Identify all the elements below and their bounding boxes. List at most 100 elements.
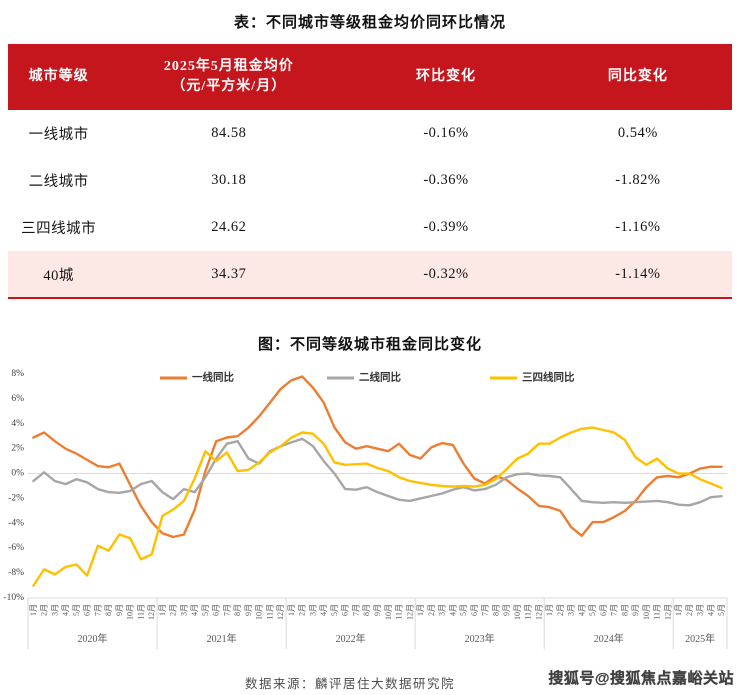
month-label: 7月 xyxy=(93,604,102,616)
month-label: 5月 xyxy=(330,604,339,616)
month-label: 2月 xyxy=(427,604,436,616)
table-row: 40城 34.37 -0.32% -1.14% xyxy=(8,251,732,298)
chart-title: 图：不同等级城市租金同比变化 xyxy=(257,337,482,353)
month-label: 11月 xyxy=(136,604,145,620)
y-tick-label: 4% xyxy=(11,419,24,429)
table-row: 一线城市 84.58 -0.16% 0.54% xyxy=(8,110,732,157)
yoy-line-chart: 8%6%4%2%0%-2%-4%-6%-8%-10%1月 2月 3月 4月 5月 6月 7月… xyxy=(3,369,728,649)
month-label: 1月 xyxy=(545,604,554,616)
col-header-yoy: 同比变化 xyxy=(543,44,732,110)
month-label: 2月 xyxy=(685,604,694,616)
month-label: 5月 xyxy=(588,604,597,616)
cell-tier: 40城 xyxy=(8,251,110,298)
cell-price: 84.58 xyxy=(211,125,247,141)
col-header-price-line2: （元/平方米/月） xyxy=(171,79,287,94)
y-tick-label: -2% xyxy=(8,493,24,503)
legend-label-3: 三四线同比 xyxy=(522,371,575,384)
month-label: 6月 xyxy=(599,604,608,616)
col-header-mom: 环比变化 xyxy=(348,44,544,110)
month-label: 6月 xyxy=(83,604,92,616)
month-label: 1月 xyxy=(674,604,683,616)
month-label: 3月 xyxy=(438,604,447,616)
col-header-tier: 城市等级 xyxy=(8,44,110,110)
month-label: 1月 xyxy=(29,604,38,616)
y-tick-label: 6% xyxy=(11,394,24,404)
cell-mom: -0.39% xyxy=(423,219,469,235)
month-label: 12月 xyxy=(276,604,285,620)
year-label: 2024年 xyxy=(594,632,624,645)
month-label: 7月 xyxy=(351,604,360,616)
month-label: 7月 xyxy=(481,604,490,616)
legend-label-2: 二线同比 xyxy=(359,371,401,384)
month-label: 8月 xyxy=(620,604,629,616)
month-label: 4月 xyxy=(61,604,70,616)
y-tick-label: -8% xyxy=(8,568,24,578)
cell-mom: -0.32% xyxy=(348,251,544,298)
cell-mom: -0.36% xyxy=(423,172,469,188)
y-tick-label: 2% xyxy=(11,444,24,454)
month-label: 8月 xyxy=(491,604,500,616)
data-source-note: 数据来源：麟评居住大数据研究院 xyxy=(245,677,456,691)
year-label: 2022年 xyxy=(336,632,366,645)
month-label: 6月 xyxy=(212,604,221,616)
legend-label-1: 一线同比 xyxy=(192,371,234,384)
cell-price: 24.62 xyxy=(211,219,247,235)
month-label: 10月 xyxy=(513,604,522,620)
footer: 数据来源：麟评居住大数据研究院 搜狐号@搜狐焦点嘉峪关站 xyxy=(0,665,740,691)
month-label: 3月 xyxy=(50,604,59,616)
col-header-price: 2025年5月租金均价 （元/平方米/月） xyxy=(109,44,349,110)
cell-yoy: 0.54% xyxy=(617,125,658,141)
year-label: 2023年 xyxy=(465,632,495,645)
year-label: 2020年 xyxy=(78,632,108,645)
month-label: 10月 xyxy=(126,604,135,620)
month-label: 3月 xyxy=(179,604,188,616)
month-label: 5月 xyxy=(72,604,81,616)
cell-yoy: -1.14% xyxy=(543,251,732,298)
table-title: 表：不同城市等级租金均价同环比情况 xyxy=(233,15,506,31)
y-tick-label: 0% xyxy=(11,469,24,479)
month-label: 11月 xyxy=(653,604,662,620)
month-label: 2月 xyxy=(40,604,49,616)
month-label: 4月 xyxy=(190,604,199,616)
table-row: 二线城市 30.18 -0.36% -1.82% xyxy=(8,157,732,204)
month-label: 4月 xyxy=(319,604,328,616)
month-label: 4月 xyxy=(577,604,586,616)
month-label: 1月 xyxy=(287,604,296,616)
month-label: 9月 xyxy=(115,604,124,616)
month-label: 10月 xyxy=(642,604,651,620)
month-label: 9月 xyxy=(631,604,640,616)
year-label: 2025年 xyxy=(685,632,715,645)
table-row: 三四线城市 24.62 -0.39% -1.16% xyxy=(8,204,732,251)
month-label: 10月 xyxy=(255,604,264,620)
cell-tier: 三四线城市 xyxy=(21,221,97,237)
month-label: 11月 xyxy=(265,604,274,620)
month-label: 3月 xyxy=(696,604,705,616)
cell-yoy: -1.16% xyxy=(615,219,661,235)
month-label: 12月 xyxy=(147,604,156,620)
cell-yoy: -1.82% xyxy=(615,172,661,188)
cell-price: 34.37 xyxy=(109,251,349,298)
watermark-text: 搜狐号@搜狐焦点嘉峪关站 xyxy=(548,670,734,687)
chart-area: 8% 6% 4% 2% 0% -2% -4% -6% -8% -10% 1月 2月 3月 4月 5月 6月 7月… xyxy=(0,357,740,667)
cell-price: 30.18 xyxy=(211,172,247,188)
month-label: 2月 xyxy=(169,604,178,616)
month-label: 5月 xyxy=(459,604,468,616)
cell-tier: 二线城市 xyxy=(28,174,89,190)
y-tick-label: -6% xyxy=(8,543,24,553)
month-label: 8月 xyxy=(362,604,371,616)
y-tick-label: -10% xyxy=(3,593,24,603)
table-header: 城市等级 2025年5月租金均价 （元/平方米/月） 环比变化 同比变化 xyxy=(8,44,732,110)
series-line-1 xyxy=(32,375,723,539)
month-label: 3月 xyxy=(308,604,317,616)
month-label: 5月 xyxy=(717,604,726,616)
month-label: 2月 xyxy=(556,604,565,616)
month-label: 4月 xyxy=(448,604,457,616)
month-label: 12月 xyxy=(405,604,414,620)
month-label: 11月 xyxy=(395,604,404,620)
y-tick-label: 8% xyxy=(11,369,24,379)
y-tick-label: -4% xyxy=(8,518,24,528)
month-label: 1月 xyxy=(416,604,425,616)
month-label: 9月 xyxy=(502,604,511,616)
table-body: 一线城市 84.58 -0.16% 0.54% 二线城市 30.18 -0.36% -1.82… xyxy=(8,110,732,298)
month-label: 2月 xyxy=(298,604,307,616)
